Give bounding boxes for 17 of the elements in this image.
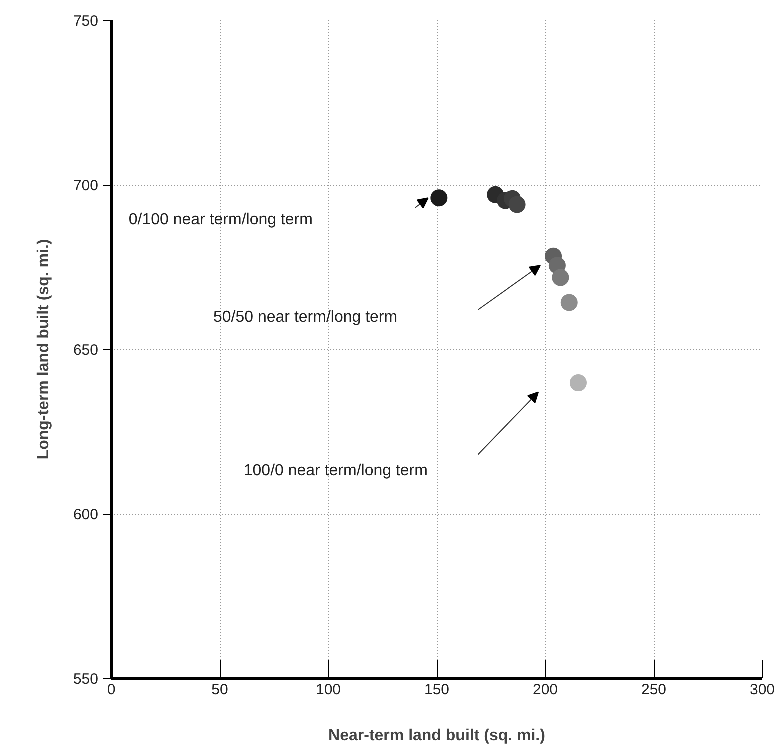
y-tick-label: 750	[73, 13, 99, 30]
y-tick-label: 600	[73, 506, 99, 524]
x-tick-label: 100	[316, 682, 342, 698]
x-axis-title: Near-term land built (sq. mi.)	[328, 728, 546, 744]
annotation: 100/0 near term/long term	[244, 462, 428, 480]
y-axis-title: Long-term land built (sq. mi.)	[35, 239, 52, 460]
x-tick-label: 0	[107, 682, 116, 698]
annotation: 50/50 near term/long term	[213, 308, 398, 326]
x-tick-label: 200	[532, 682, 558, 698]
y-tick-label: 700	[73, 178, 99, 194]
x-tick-label: 250	[641, 682, 667, 698]
y-tick-label: 650	[73, 342, 99, 359]
x-tick-label: 50	[212, 682, 228, 698]
x-tick-label: 150	[424, 682, 450, 698]
annotation: 0/100 near term/long term	[128, 211, 313, 228]
x-tick-label: 300	[750, 682, 776, 698]
y-tick-label: 550	[73, 671, 99, 688]
